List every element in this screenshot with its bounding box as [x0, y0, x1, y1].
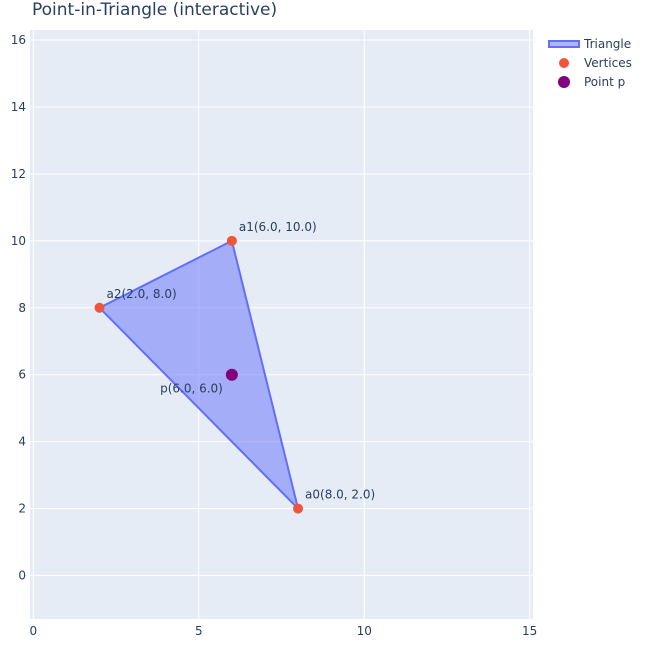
legend-item[interactable]: Point p	[558, 75, 625, 89]
vertex-label: a1(6.0, 10.0)	[239, 220, 317, 234]
vertex-marker	[226, 235, 237, 246]
x-tick-label: 5	[195, 624, 203, 638]
legend-swatch-marker	[558, 76, 570, 88]
vertex-marker	[94, 302, 105, 313]
chart-title: Point-in-Triangle (interactive)	[32, 0, 277, 20]
legend-swatch-triangle	[548, 40, 580, 48]
y-tick-label: 2	[18, 502, 26, 516]
point-p-label: p(6.0, 6.0)	[160, 382, 223, 396]
point-p-marker	[225, 368, 238, 381]
legend-label: Vertices	[584, 56, 632, 70]
legend[interactable]: Triangle Vertices Point p	[548, 37, 632, 89]
legend-label: Point p	[584, 75, 625, 89]
y-tick-label: 4	[18, 435, 26, 449]
triangle-polygon	[98, 239, 300, 510]
legend-swatch-marker	[559, 58, 569, 68]
x-tick-label: 10	[357, 624, 372, 638]
axis-ticks: 0 5 10 15 0 2 4 6 8 10 12 14 16	[11, 33, 538, 638]
legend-item[interactable]: Triangle	[548, 37, 631, 51]
y-tick-label: 8	[18, 301, 26, 315]
x-tick-label: 0	[29, 624, 37, 638]
vertex-label: a0(8.0, 2.0)	[305, 488, 375, 502]
vertex-label: a2(2.0, 8.0)	[106, 287, 176, 301]
x-tick-label: 15	[522, 624, 537, 638]
annotations: a0(8.0, 2.0) a1(6.0, 10.0) a2(2.0, 8.0) p(6…	[106, 220, 375, 502]
y-tick-label: 14	[11, 100, 26, 114]
y-tick-label: 6	[18, 368, 26, 382]
legend-item[interactable]: Vertices	[559, 56, 632, 70]
plot-area[interactable]	[30, 30, 533, 619]
y-tick-label: 10	[11, 234, 26, 248]
y-tick-label: 0	[18, 568, 26, 582]
vertex-marker	[293, 503, 304, 514]
traces	[94, 235, 304, 514]
y-tick-label: 12	[11, 167, 26, 181]
y-tick-label: 16	[11, 33, 26, 47]
legend-label: Triangle	[583, 37, 631, 51]
grid	[30, 30, 533, 619]
